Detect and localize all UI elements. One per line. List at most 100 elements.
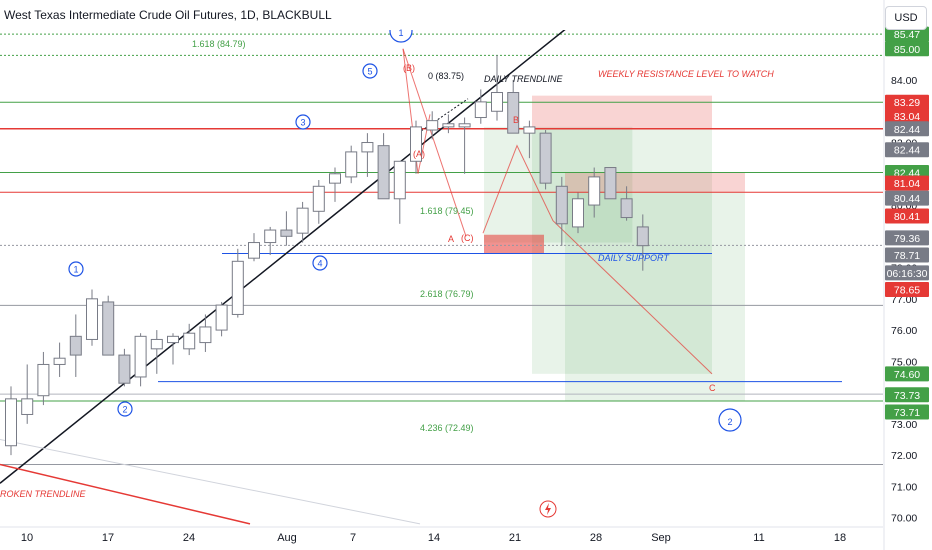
candle-body xyxy=(69,335,82,356)
candle-body xyxy=(523,126,536,134)
faint-trendline xyxy=(0,438,421,525)
target-zone-2 xyxy=(565,192,745,402)
wave-label: 2 xyxy=(122,405,127,415)
x-tick-label: 28 xyxy=(590,532,602,544)
candle-body xyxy=(426,120,439,131)
y-tick-label: 70.00 xyxy=(891,513,917,525)
candle-body xyxy=(588,176,601,206)
price-tag-label: 06:16:30 xyxy=(887,268,928,280)
candle-body xyxy=(539,132,552,184)
price-tag xyxy=(885,190,929,206)
candle-body xyxy=(264,229,277,244)
candle-body xyxy=(102,301,115,356)
wave-path-ab xyxy=(402,48,431,174)
candle-body xyxy=(329,173,341,184)
x-tick-label: 7 xyxy=(350,532,356,544)
price-tag xyxy=(885,366,929,382)
y-tick-label: 72.00 xyxy=(891,450,917,462)
projection-path xyxy=(482,144,713,375)
candle-body xyxy=(361,142,374,153)
price-tag-label: 79.36 xyxy=(894,233,920,245)
price-tag-label: 82.44 xyxy=(894,145,920,157)
candle-body xyxy=(118,354,131,384)
candle-body xyxy=(5,398,17,447)
wave-circle-1 xyxy=(68,261,84,277)
price-tag xyxy=(885,387,929,403)
candle-body xyxy=(572,198,584,228)
candle-body xyxy=(604,167,617,200)
price-tag xyxy=(885,41,929,57)
candle-body xyxy=(377,145,390,200)
x-tick-label: 11 xyxy=(753,532,764,544)
daily-trendline-text: DAILY TRENDLINE xyxy=(484,74,564,84)
daily-trendline xyxy=(0,30,566,484)
candle-body xyxy=(280,229,293,237)
wave-label: 3 xyxy=(300,118,305,128)
price-tag-label: 83.29 xyxy=(894,97,920,109)
candle-body xyxy=(345,151,358,178)
y-tick-label: 84.00 xyxy=(891,75,917,87)
candle-body xyxy=(312,185,325,212)
daily-support-text: DAILY SUPPORT xyxy=(598,253,670,263)
fib-label-0: 0 (83.75) xyxy=(428,71,464,81)
candle-body xyxy=(507,92,520,134)
x-tick-label: 18 xyxy=(834,532,846,544)
price-tag xyxy=(885,108,929,124)
wave-label: 1 xyxy=(398,28,403,38)
x-tick-label: 10 xyxy=(21,532,33,544)
candle-body xyxy=(37,363,50,397)
candle-body xyxy=(150,338,163,350)
price-tag xyxy=(885,404,929,420)
candle-body xyxy=(636,226,649,247)
candle-body xyxy=(410,126,422,162)
wave-circle-2 xyxy=(718,408,742,432)
price-tag-label: 80.41 xyxy=(894,211,920,223)
price-tag xyxy=(885,281,929,297)
price-tag xyxy=(885,230,929,246)
price-tag xyxy=(885,142,929,158)
price-tag xyxy=(885,175,929,191)
fib-label-4236: 4.236 (72.49) xyxy=(420,423,474,433)
price-tag-label: 73.71 xyxy=(894,407,920,419)
candle-body xyxy=(296,207,309,234)
wave-path-c xyxy=(402,48,467,237)
x-tick-label: Aug xyxy=(277,532,297,544)
wave-circle-2 xyxy=(117,401,133,417)
price-tag-label: 85.00 xyxy=(894,44,920,56)
point-b-label: B xyxy=(513,115,519,125)
weekly-resistance-text: WEEKLY RESISTANCE LEVEL TO WATCH xyxy=(598,69,774,79)
x-tick-label: 17 xyxy=(102,532,114,544)
wave-label: 5 xyxy=(367,67,372,77)
candle-body xyxy=(53,357,66,365)
broken-trendline xyxy=(0,463,251,525)
candle-body xyxy=(620,198,633,219)
fib-label-2618: 2.618 (76.79) xyxy=(420,289,474,299)
broken-trendline-text: ROKEN TRENDLINE xyxy=(0,489,87,499)
price-tag-label: 78.65 xyxy=(894,284,920,296)
price-tag-label: 81.04 xyxy=(894,178,920,190)
candle-body xyxy=(134,335,147,378)
x-tick-label: 21 xyxy=(509,532,521,544)
wave-label: 2 xyxy=(727,417,732,427)
candle-body xyxy=(21,398,34,415)
candle-body xyxy=(183,332,196,350)
lightning-bolt xyxy=(545,503,551,515)
y-tick-label: 73.00 xyxy=(891,419,917,431)
candle-body xyxy=(491,92,503,112)
wave-circle-5 xyxy=(362,63,378,79)
price-tag-label: 74.60 xyxy=(894,369,920,381)
wave-b-label: (B) xyxy=(403,63,415,73)
candle-body xyxy=(555,185,568,225)
price-tag xyxy=(885,26,929,42)
candle-body xyxy=(215,304,228,331)
target-zone xyxy=(532,128,712,374)
x-tick-label: 24 xyxy=(183,532,195,544)
wave-circle-1 xyxy=(389,30,413,43)
currency-button[interactable]: USD xyxy=(885,6,927,30)
wave-label: 4 xyxy=(317,259,322,269)
y-tick-label: 75.00 xyxy=(891,356,917,368)
candle-body xyxy=(86,298,98,340)
price-tag xyxy=(885,265,929,281)
price-tag xyxy=(885,208,929,224)
